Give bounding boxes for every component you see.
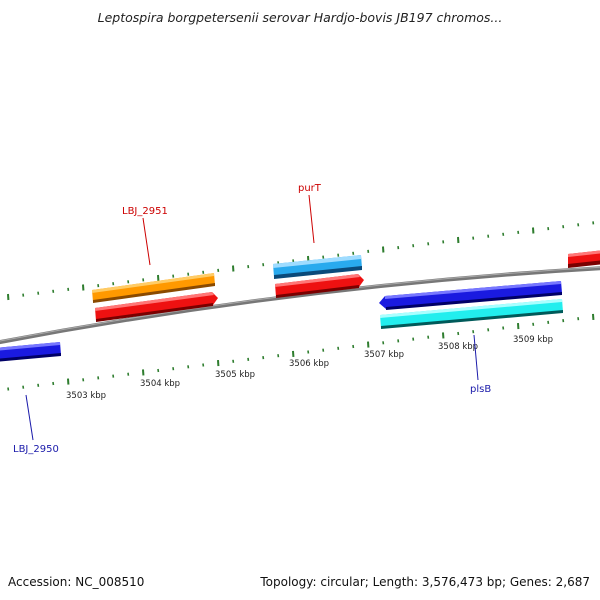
plsB-leader — [473, 334, 479, 381]
gene-label-plsB[interactable]: plsB — [470, 384, 491, 395]
tick-label: 3508 kbp — [438, 342, 478, 352]
lbj-2950-leader — [25, 394, 34, 441]
gene-red-forward-1[interactable] — [95, 292, 218, 322]
lbj-2951-leader — [142, 217, 151, 266]
gene-red-forward-2[interactable] — [275, 274, 364, 298]
gene-plsB[interactable] — [380, 299, 563, 329]
map-title: Leptospira borgpetersenii serovar Hardjo… — [97, 10, 503, 25]
gene-red-forward-3[interactable] — [568, 250, 600, 268]
gene-lbj-2950[interactable] — [0, 342, 61, 362]
tick-label: 3505 kbp — [215, 370, 255, 380]
tick-label: 3507 kbp — [364, 350, 404, 360]
tick-label: 3506 kbp — [289, 359, 329, 369]
gene-label-lbj-2951[interactable]: LBJ_2951 — [122, 206, 168, 217]
upper-tick-row — [7, 221, 595, 301]
gene-lbj-2951[interactable] — [92, 273, 215, 303]
gene-label-lbj-2950[interactable]: LBJ_2950 — [13, 444, 59, 455]
gene-label-purT[interactable]: purT — [298, 183, 322, 194]
tick-label: 3509 kbp — [513, 335, 553, 345]
gene-purT[interactable] — [273, 255, 362, 279]
lower-tick-row — [7, 313, 595, 391]
accession-text: Accession: NC_008510 — [8, 575, 145, 589]
chromosome-backbone — [0, 266, 600, 345]
tick-label: 3503 kbp — [66, 391, 106, 401]
purT-leader — [308, 194, 315, 244]
tick-label: 3504 kbp — [140, 379, 180, 389]
gene-blue-reverse[interactable] — [379, 281, 562, 310]
topology-summary: Topology: circular; Length: 3,576,473 bp… — [260, 575, 590, 589]
